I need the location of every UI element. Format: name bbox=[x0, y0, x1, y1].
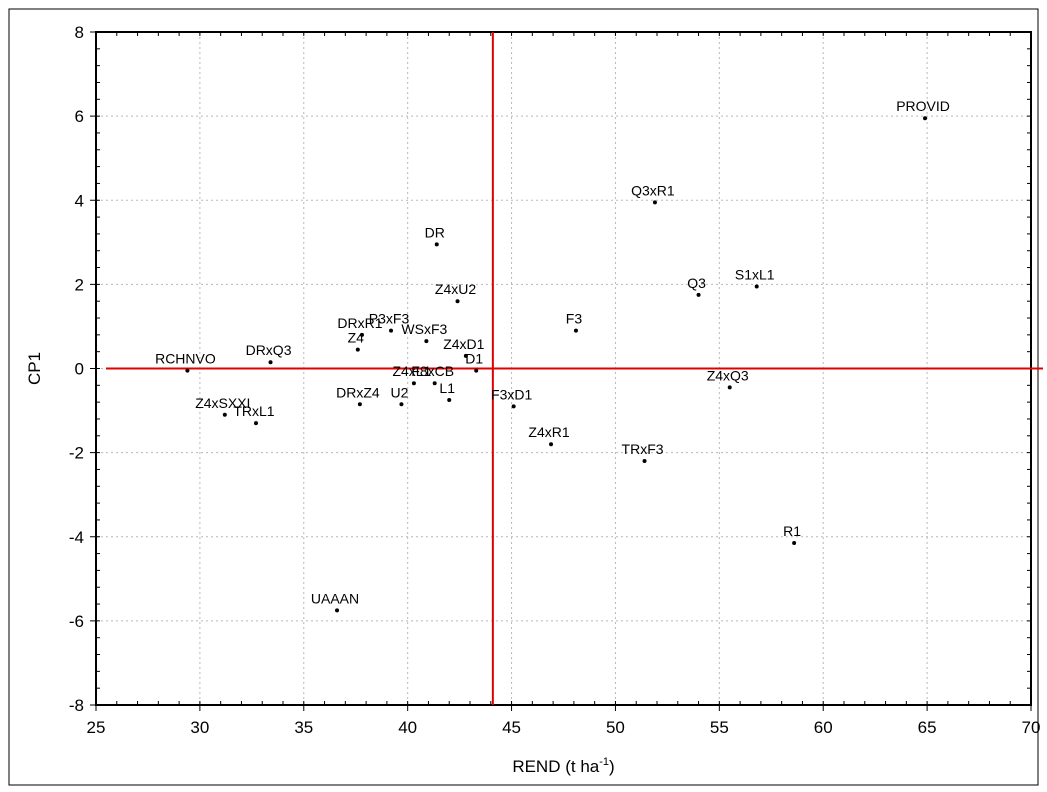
data-point bbox=[511, 404, 516, 409]
y-tick-label: 2 bbox=[75, 275, 84, 294]
x-tick-label: 35 bbox=[294, 718, 313, 737]
data-point bbox=[463, 353, 468, 358]
x-tick-label: 55 bbox=[710, 718, 729, 737]
point-label: PROVID bbox=[896, 98, 950, 114]
point-label: TRxL1 bbox=[233, 403, 274, 419]
point-label: DRxQ3 bbox=[246, 342, 292, 358]
x-axis-label: REND (t ha-1) bbox=[512, 756, 614, 776]
point-label: F3xD1 bbox=[491, 386, 532, 402]
data-point bbox=[399, 402, 404, 407]
y-tick-label: -8 bbox=[69, 696, 84, 715]
data-point bbox=[573, 328, 578, 333]
data-point bbox=[424, 339, 429, 344]
y-tick-label: 4 bbox=[75, 191, 84, 210]
point-label: F3 bbox=[566, 311, 583, 327]
data-point bbox=[335, 608, 340, 613]
point-label: WSxF3 bbox=[401, 321, 447, 337]
point-label: R1 bbox=[783, 523, 801, 539]
y-tick-label: -2 bbox=[69, 444, 84, 463]
data-point bbox=[447, 398, 452, 403]
point-label: Z4xSXXI bbox=[195, 395, 250, 411]
x-tick-labels: 25 30 35 40 45 50 55 60 65 70 bbox=[87, 718, 1041, 737]
y-tick-labels: -8 -6 -4 -2 0 2 4 6 8 bbox=[69, 23, 84, 715]
data-point bbox=[474, 368, 479, 373]
data-point bbox=[696, 292, 701, 297]
point-label: P3xF3 bbox=[369, 311, 410, 327]
point-label: Z4xL1 bbox=[392, 363, 431, 379]
data-point bbox=[642, 459, 647, 464]
x-axis-label-close: ) bbox=[609, 757, 615, 776]
x-axis-label-main: REND (t ha bbox=[512, 757, 599, 776]
x-tick-label: 50 bbox=[606, 718, 625, 737]
y-tick-label: 8 bbox=[75, 23, 84, 42]
outer-border bbox=[8, 8, 1039, 786]
data-point bbox=[389, 328, 394, 333]
point-label: DRxZ4 bbox=[336, 384, 380, 400]
point-label: Z4xU2 bbox=[435, 281, 476, 297]
data-point bbox=[792, 541, 797, 546]
data-point bbox=[549, 442, 554, 447]
data-point bbox=[434, 242, 439, 247]
data-point bbox=[359, 332, 364, 337]
data-point bbox=[253, 421, 258, 426]
minor-ticks bbox=[90, 31, 1032, 711]
point-label: Q3 bbox=[687, 275, 706, 291]
data-point bbox=[411, 381, 416, 386]
point-label: U2 bbox=[390, 384, 408, 400]
data-point bbox=[432, 381, 437, 386]
x-tick-label: 30 bbox=[190, 718, 209, 737]
y-tick-label: 6 bbox=[75, 107, 84, 126]
data-point bbox=[727, 385, 732, 390]
point-label: F8xCB bbox=[411, 363, 454, 379]
x-tick-label: 40 bbox=[398, 718, 417, 737]
point-label: Z4xR1 bbox=[528, 424, 569, 440]
x-axis-label-sup: -1 bbox=[599, 756, 609, 768]
points: PROVID Q3xR1 DR S1xL1 Q3 Z4xU2 F3 DRxR1P3xF3WSx… bbox=[155, 98, 950, 613]
point-label: RCHNVO bbox=[155, 351, 216, 367]
point-label: L1 bbox=[439, 380, 455, 396]
y-tick-label: -6 bbox=[69, 612, 84, 631]
y-tick-label: -4 bbox=[69, 528, 84, 547]
data-point bbox=[355, 347, 360, 352]
point-label: Q3xR1 bbox=[631, 182, 675, 198]
point-label: UAAAN bbox=[311, 590, 359, 606]
point-label: S1xL1 bbox=[735, 266, 775, 282]
data-point bbox=[268, 360, 273, 365]
x-tick-label: 60 bbox=[814, 718, 833, 737]
point-label: Z4xQ3 bbox=[707, 367, 749, 383]
data-point bbox=[357, 402, 362, 407]
point-label: TRxF3 bbox=[622, 441, 664, 457]
y-axis-label: CP1 bbox=[25, 352, 44, 385]
y-tick-label: 0 bbox=[75, 360, 84, 379]
x-tick-label: 70 bbox=[1022, 718, 1041, 737]
x-tick-label: 25 bbox=[87, 718, 106, 737]
data-point bbox=[455, 299, 460, 304]
x-tick-label: 65 bbox=[918, 718, 937, 737]
data-point bbox=[222, 412, 227, 417]
point-label: D1 bbox=[465, 351, 483, 367]
point-label: DR bbox=[425, 224, 445, 240]
reference-lines bbox=[106, 32, 1043, 705]
data-point bbox=[754, 284, 759, 289]
data-point bbox=[185, 368, 190, 373]
point-label: DRxR1 bbox=[337, 315, 382, 331]
x-tick-label: 45 bbox=[502, 718, 521, 737]
data-point bbox=[652, 200, 657, 205]
point-label: Z4xD1 bbox=[443, 336, 484, 352]
point-label: Z4 bbox=[348, 330, 365, 346]
data-point bbox=[923, 116, 928, 121]
